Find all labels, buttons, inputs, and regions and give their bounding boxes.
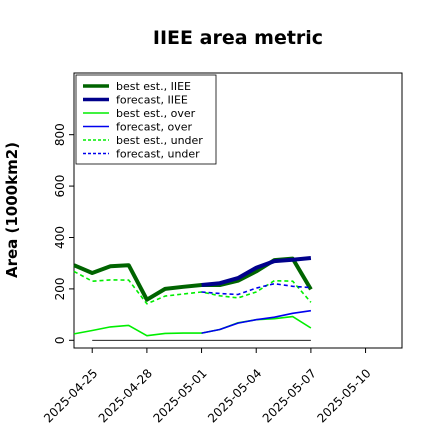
x-tick-label: 2025-05-04 bbox=[205, 366, 264, 425]
y-tick-label: 400 bbox=[53, 226, 67, 249]
x-tick-label: 2025-05-10 bbox=[314, 366, 373, 425]
x-tick-label: 2025-04-25 bbox=[41, 366, 100, 425]
series-line-best-est-over bbox=[73, 315, 312, 337]
x-tick-label: 2025-05-07 bbox=[260, 366, 319, 425]
series-line-forecast-over bbox=[201, 309, 312, 334]
series-line-forecast-iiee bbox=[201, 256, 312, 287]
legend-box bbox=[75, 74, 217, 165]
y-tick-label: 0 bbox=[53, 336, 67, 344]
x-tick-label: 2025-04-28 bbox=[96, 366, 155, 425]
legend-label: best est., under bbox=[116, 134, 203, 147]
legend-label: forecast, over bbox=[116, 121, 192, 134]
y-tick-label: 800 bbox=[53, 123, 67, 146]
y-tick-label: 200 bbox=[53, 277, 67, 300]
y-axis-label: Area (1000km2) bbox=[3, 142, 21, 278]
legend-label: best est., over bbox=[116, 107, 196, 120]
x-tick-label: 2025-05-01 bbox=[150, 366, 209, 425]
chart-title: IIEE area metric bbox=[153, 27, 323, 49]
legend-label: best est., IIEE bbox=[116, 80, 191, 93]
plot-area: 02004006008002025-04-252025-04-282025-05… bbox=[41, 72, 403, 425]
legend-label: forecast, under bbox=[116, 148, 200, 161]
series-line-forecast-under bbox=[201, 282, 311, 296]
series-line-best-est-under bbox=[73, 270, 312, 305]
legend-label: forecast, IIEE bbox=[116, 94, 188, 107]
y-tick-label: 600 bbox=[53, 175, 67, 198]
plot-frame bbox=[73, 72, 403, 349]
